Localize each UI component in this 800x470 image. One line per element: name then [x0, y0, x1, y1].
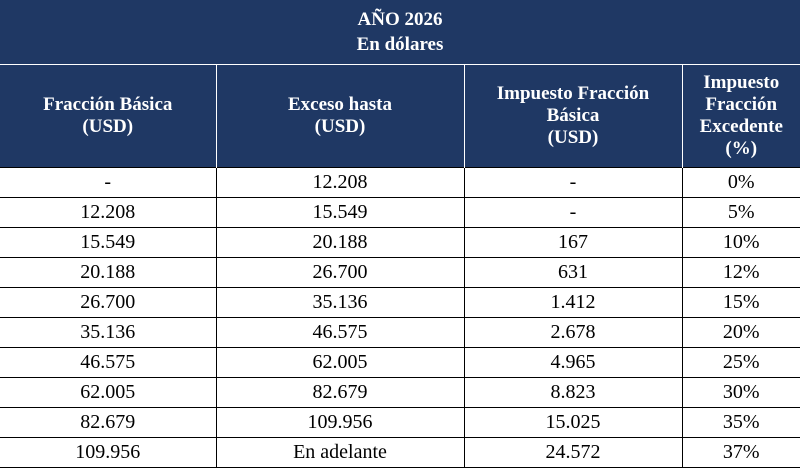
table-row: 20.188 26.700 631 12% [0, 257, 800, 288]
cell-impuesto-fraccion-basica: 15.025 [463, 407, 683, 438]
cell-impuesto-fraccion-basica: 24.572 [463, 437, 683, 468]
header-impuesto-fraccion-excedente: Impuesto Fracción Excedente (%) [681, 64, 800, 168]
header-exceso-hasta-line2: (USD) [314, 116, 366, 137]
cell-impuesto-fraccion-basica: - [463, 197, 683, 228]
header-impuesto-fraccion-excedente-line3: Excedente [699, 116, 783, 137]
cell-impuesto-fraccion-excedente: 0% [681, 167, 800, 198]
cell-impuesto-fraccion-excedente: 12% [681, 257, 800, 288]
cell-fraccion-basica: - [0, 167, 217, 198]
cell-fraccion-basica: 46.575 [0, 347, 217, 378]
cell-exceso-hasta: En adelante [215, 437, 465, 468]
header-impuesto-fraccion-excedente-line4: (%) [725, 138, 758, 159]
table-row: 15.549 20.188 167 10% [0, 227, 800, 258]
cell-fraccion-basica: 109.956 [0, 437, 217, 468]
cell-impuesto-fraccion-basica: 2.678 [463, 317, 683, 348]
cell-impuesto-fraccion-basica: - [463, 167, 683, 198]
header-exceso-hasta-line1: Exceso hasta [288, 94, 392, 115]
header-impuesto-fraccion-excedente-line2: Fracción [705, 94, 778, 115]
cell-impuesto-fraccion-excedente: 15% [681, 287, 800, 318]
cell-impuesto-fraccion-excedente: 37% [681, 437, 800, 468]
cell-impuesto-fraccion-excedente: 10% [681, 227, 800, 258]
cell-fraccion-basica: 82.679 [0, 407, 217, 438]
cell-impuesto-fraccion-excedente: 5% [681, 197, 800, 228]
cell-impuesto-fraccion-basica: 8.823 [463, 377, 683, 408]
cell-fraccion-basica: 62.005 [0, 377, 217, 408]
table-row: 109.956 En adelante 24.572 37% [0, 437, 800, 468]
table-row: 62.005 82.679 8.823 30% [0, 377, 800, 408]
cell-impuesto-fraccion-excedente: 25% [681, 347, 800, 378]
cell-exceso-hasta: 12.208 [215, 167, 465, 198]
cell-impuesto-fraccion-basica: 1.412 [463, 287, 683, 318]
cell-impuesto-fraccion-basica: 167 [463, 227, 683, 258]
table-row: 12.208 15.549 - 5% [0, 197, 800, 228]
table-row: 82.679 109.956 15.025 35% [0, 407, 800, 438]
cell-impuesto-fraccion-excedente: 35% [681, 407, 800, 438]
cell-exceso-hasta: 15.549 [215, 197, 465, 228]
table-row: 35.136 46.575 2.678 20% [0, 317, 800, 348]
cell-exceso-hasta: 46.575 [215, 317, 465, 348]
tax-bracket-table: Fracción Básica (USD) Exceso hasta (USD)… [0, 64, 800, 468]
table-title: AÑO 2026 [357, 9, 443, 30]
cell-fraccion-basica: 15.549 [0, 227, 217, 258]
header-impuesto-fraccion-excedente-line1: Impuesto [703, 72, 780, 93]
header-impuesto-fraccion-basica-line1: Impuesto Fracción [496, 83, 650, 104]
cell-exceso-hasta: 35.136 [215, 287, 465, 318]
header-row: Fracción Básica (USD) Exceso hasta (USD)… [0, 64, 800, 168]
cell-exceso-hasta: 82.679 [215, 377, 465, 408]
cell-exceso-hasta: 62.005 [215, 347, 465, 378]
table-row: - 12.208 - 0% [0, 167, 800, 198]
cell-exceso-hasta: 109.956 [215, 407, 465, 438]
cell-impuesto-fraccion-basica: 4.965 [463, 347, 683, 378]
header-impuesto-fraccion-basica-line3: (USD) [547, 127, 599, 148]
cell-exceso-hasta: 20.188 [215, 227, 465, 258]
cell-impuesto-fraccion-excedente: 20% [681, 317, 800, 348]
cell-impuesto-fraccion-excedente: 30% [681, 377, 800, 408]
cell-impuesto-fraccion-basica: 631 [463, 257, 683, 288]
table-subtitle: En dólares [356, 34, 444, 55]
cell-fraccion-basica: 35.136 [0, 317, 217, 348]
table-title-block: AÑO 2026 En dólares [0, 0, 800, 64]
cell-fraccion-basica: 26.700 [0, 287, 217, 318]
header-exceso-hasta: Exceso hasta (USD) [215, 64, 464, 168]
table-row: 26.700 35.136 1.412 15% [0, 287, 800, 318]
cell-fraccion-basica: 12.208 [0, 197, 217, 228]
table-row: 46.575 62.005 4.965 25% [0, 347, 800, 378]
header-fraccion-basica: Fracción Básica (USD) [0, 64, 216, 168]
header-fraccion-basica-line2: (USD) [82, 116, 134, 137]
header-impuesto-fraccion-basica-line2: Básica [546, 105, 600, 126]
header-fraccion-basica-line1: Fracción Básica [43, 94, 173, 115]
cell-exceso-hasta: 26.700 [215, 257, 465, 288]
header-impuesto-fraccion-basica: Impuesto Fracción Básica (USD) [463, 64, 682, 168]
cell-fraccion-basica: 20.188 [0, 257, 217, 288]
